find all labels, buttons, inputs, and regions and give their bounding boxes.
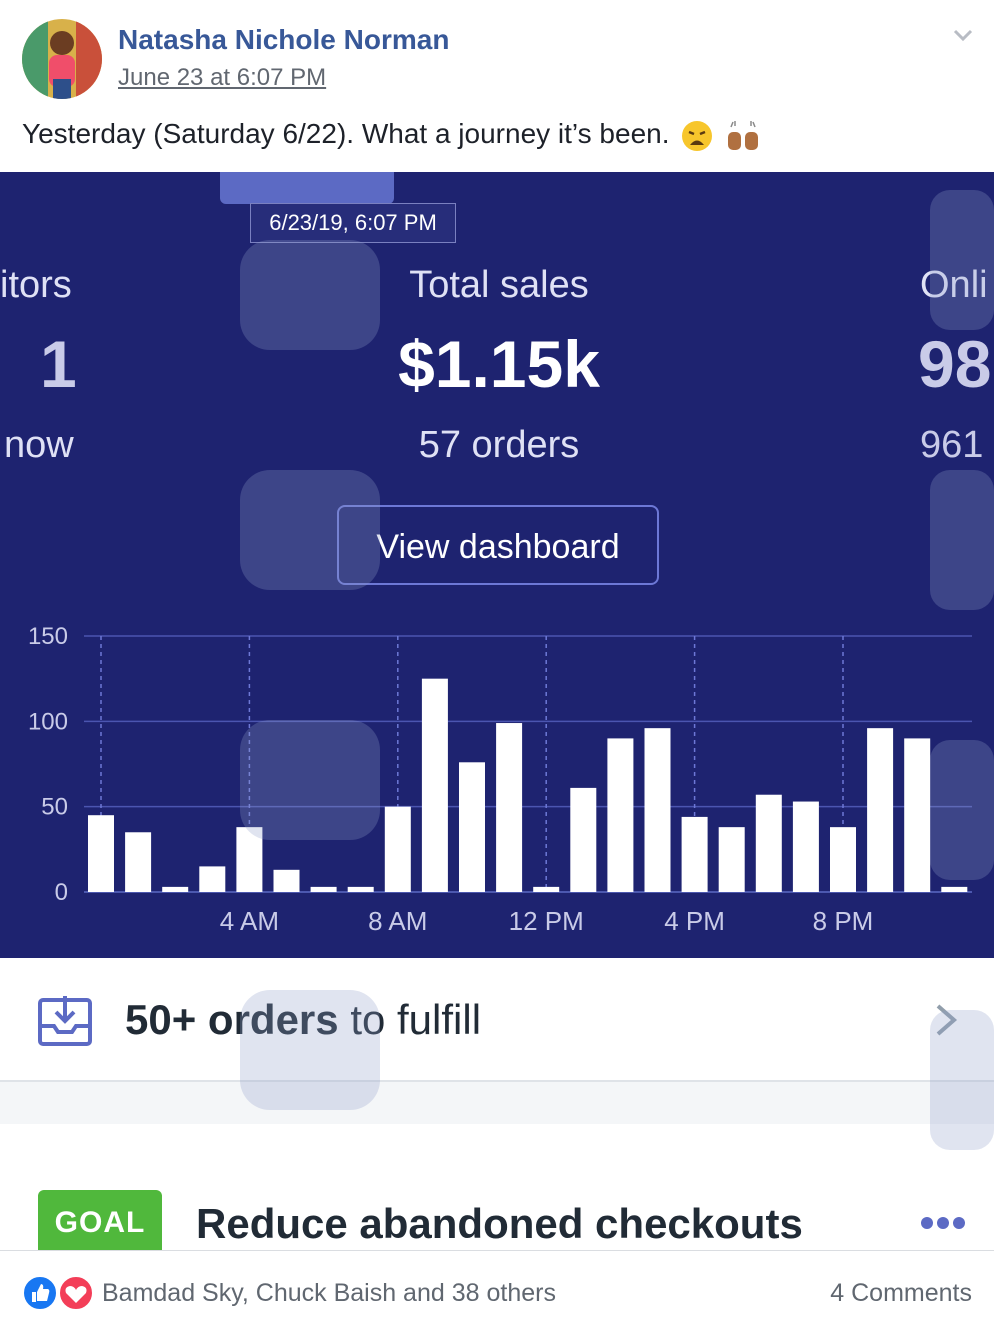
orders-count: 57 orders bbox=[418, 424, 580, 466]
view-dashboard-button[interactable]: View dashboard bbox=[337, 505, 659, 585]
goal-text: Reduce abandoned checkouts bbox=[196, 1200, 803, 1247]
post-timestamp[interactable]: June 23 at 6:07 PM bbox=[118, 64, 327, 91]
bar-hour-16[interactable] bbox=[681, 816, 708, 892]
y-tick-label: 50 bbox=[41, 794, 68, 821]
bar-hour-1[interactable] bbox=[125, 832, 152, 892]
bar-hour-6[interactable] bbox=[310, 886, 337, 892]
visitors-label: itors bbox=[0, 264, 72, 306]
online-sub: 961 bbox=[920, 424, 984, 466]
bar-hour-21[interactable] bbox=[867, 728, 894, 892]
y-tick-label: 100 bbox=[28, 708, 68, 735]
orders-to-fulfill-row[interactable]: 50+ orders to fulfill bbox=[0, 958, 994, 1082]
bar-hour-8[interactable] bbox=[384, 806, 411, 892]
x-tick-label: 4 PM bbox=[664, 906, 725, 936]
bar-hour-4[interactable] bbox=[236, 827, 263, 892]
total-sales-label: Total sales bbox=[409, 264, 589, 306]
fulfill-count: 50+ orders bbox=[125, 996, 339, 1043]
chart-tooltip: 6/23/19, 6:07 PM bbox=[250, 203, 456, 243]
bar-hour-3[interactable] bbox=[199, 866, 226, 892]
reaction-icons[interactable] bbox=[22, 1275, 98, 1311]
bar-hour-22[interactable] bbox=[904, 738, 931, 892]
inbox-download-icon bbox=[38, 996, 92, 1046]
bar-hour-14[interactable] bbox=[607, 738, 634, 892]
bar-hour-5[interactable] bbox=[273, 869, 300, 892]
comments-link[interactable]: 4 Comments bbox=[830, 1279, 972, 1307]
x-tick-label: 4 AM bbox=[220, 906, 279, 936]
reactions-bar: Bamdad Sky, Chuck Baish and 38 others 4 … bbox=[0, 1250, 994, 1327]
x-tick-label: 8 AM bbox=[368, 906, 427, 936]
tab-today[interactable] bbox=[220, 172, 394, 204]
x-tick-label: 12 PM bbox=[509, 906, 584, 936]
visitors-sub: now bbox=[4, 424, 74, 466]
chevron-right-icon[interactable] bbox=[932, 1002, 960, 1038]
bar-hour-10[interactable] bbox=[459, 762, 485, 892]
online-label: Onli bbox=[920, 264, 988, 306]
bar-hour-20[interactable] bbox=[830, 827, 856, 892]
post-text-content: Yesterday (Saturday 6/22). What a journe… bbox=[22, 118, 670, 149]
y-tick-label: 0 bbox=[55, 879, 68, 906]
like-icon bbox=[22, 1275, 58, 1311]
visitors-value: 1 bbox=[40, 327, 77, 401]
total-sales-value: $1.15k bbox=[398, 327, 600, 401]
weary-face-emoji-icon bbox=[682, 120, 713, 151]
bar-hour-18[interactable] bbox=[755, 794, 782, 892]
bar-hour-19[interactable] bbox=[792, 801, 819, 892]
online-value: 98 bbox=[918, 327, 992, 401]
fulfill-text: 50+ orders to fulfill bbox=[125, 996, 481, 1044]
bar-hour-2[interactable] bbox=[162, 886, 189, 892]
bar-hour-17[interactable] bbox=[718, 827, 745, 892]
bar-hour-9[interactable] bbox=[421, 678, 448, 892]
author-name[interactable]: Natasha Nichole Norman bbox=[118, 24, 450, 55]
post-header: Natasha Nichole Norman June 23 at 6:07 P… bbox=[0, 0, 994, 172]
more-options-icon[interactable] bbox=[920, 1216, 966, 1230]
y-tick-label: 150 bbox=[28, 623, 68, 650]
avatar[interactable] bbox=[22, 19, 102, 99]
bar-hour-12[interactable] bbox=[533, 886, 560, 892]
chevron-down-icon[interactable] bbox=[950, 22, 976, 48]
love-icon bbox=[58, 1275, 94, 1311]
goal-card[interactable]: GOAL Reduce abandoned checkouts bbox=[0, 1124, 994, 1254]
bar-hour-15[interactable] bbox=[644, 728, 671, 892]
bar-hour-0[interactable] bbox=[88, 815, 114, 892]
post-text: Yesterday (Saturday 6/22). What a journe… bbox=[22, 118, 761, 152]
fulfill-suffix: to fulfill bbox=[350, 996, 482, 1043]
goal-badge: GOAL bbox=[38, 1190, 162, 1254]
reaction-names-link[interactable]: Bamdad Sky, Chuck Baish and 38 others bbox=[102, 1279, 556, 1307]
bar-hour-13[interactable] bbox=[570, 787, 597, 892]
bar-hour-23[interactable] bbox=[941, 886, 968, 892]
hourly-sales-chart: 0 50 100 150 4 AM 8 AM 12 PM 4 PM 8 PM bbox=[28, 623, 972, 936]
raising-hands-emoji-icon bbox=[728, 120, 759, 150]
section-divider bbox=[0, 1082, 994, 1125]
x-tick-label: 8 PM bbox=[813, 906, 874, 936]
dashboard-screenshot: 6/23/19, 6:07 PM itors 1 now Total sales… bbox=[0, 172, 994, 958]
bar-hour-11[interactable] bbox=[496, 723, 523, 892]
bar-hour-7[interactable] bbox=[347, 886, 374, 892]
